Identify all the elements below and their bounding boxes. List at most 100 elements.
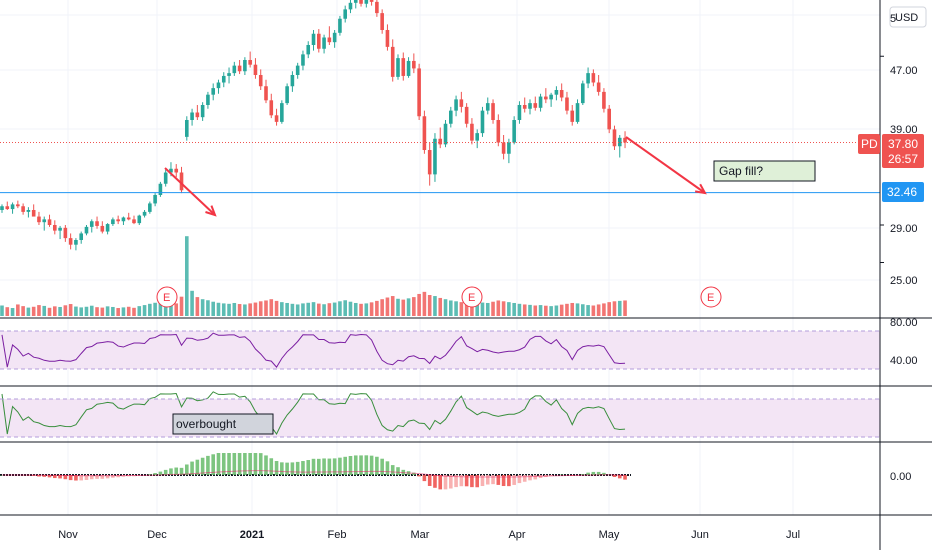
candle-41[interactable] (216, 79, 221, 94)
candle-91[interactable] (480, 106, 485, 137)
candle-99[interactable] (522, 97, 527, 113)
candle-9[interactable] (47, 214, 52, 227)
candle-56[interactable] (295, 62, 300, 79)
candle-31[interactable] (163, 169, 168, 187)
candle-11[interactable] (58, 225, 62, 240)
candle-69[interactable] (364, 0, 369, 8)
candle-92[interactable] (485, 97, 490, 115)
candle-73[interactable] (385, 24, 390, 51)
candle-7[interactable] (37, 211, 41, 225)
candle-118[interactable] (623, 131, 627, 149)
candle-82[interactable] (433, 133, 437, 182)
trend-arrows[interactable] (164, 136, 707, 217)
candle-108[interactable] (570, 105, 575, 126)
candle-88[interactable] (464, 103, 469, 128)
arrow-gap-fill[interactable] (625, 136, 707, 195)
candle-46[interactable] (243, 57, 247, 75)
candle-2[interactable] (10, 202, 15, 214)
candle-110[interactable] (581, 80, 585, 105)
candle-25[interactable] (132, 215, 136, 225)
candle-50[interactable] (264, 79, 268, 104)
candle-115[interactable] (607, 105, 611, 134)
candle-90[interactable] (475, 129, 479, 149)
candle-37[interactable] (195, 105, 200, 120)
candle-17[interactable] (89, 219, 94, 233)
candle-101[interactable] (533, 96, 538, 111)
candle-70[interactable] (369, 0, 374, 6)
candle-78[interactable] (412, 53, 416, 74)
candlesticks[interactable] (0, 0, 627, 251)
candle-27[interactable] (142, 210, 147, 218)
candle-83[interactable] (438, 127, 443, 149)
candle-64[interactable] (338, 15, 342, 36)
candle-68[interactable] (359, 0, 363, 7)
candle-28[interactable] (148, 201, 152, 214)
earnings-marker-1[interactable]: E (461, 286, 483, 308)
candle-89[interactable] (470, 118, 474, 145)
candle-72[interactable] (380, 9, 384, 34)
candle-104[interactable] (549, 92, 553, 107)
candle-76[interactable] (401, 52, 406, 81)
candle-18[interactable] (95, 216, 99, 229)
candle-59[interactable] (311, 30, 316, 51)
candle-48[interactable] (253, 58, 258, 79)
candle-3[interactable] (16, 200, 20, 209)
candle-97[interactable] (512, 116, 516, 145)
gap-fill-note[interactable]: Gap fill? (713, 160, 816, 182)
candle-24[interactable] (126, 212, 131, 221)
candle-96[interactable] (507, 138, 511, 164)
candle-34[interactable] (179, 166, 184, 194)
candle-4[interactable] (21, 203, 25, 215)
candle-80[interactable] (422, 110, 427, 154)
candle-44[interactable] (232, 61, 237, 76)
candle-57[interactable] (301, 50, 305, 71)
candle-81[interactable] (427, 142, 432, 186)
candle-75[interactable] (396, 54, 400, 80)
candle-60[interactable] (317, 29, 321, 53)
candle-29[interactable] (153, 193, 157, 207)
candle-15[interactable] (79, 231, 83, 244)
candle-23[interactable] (121, 216, 126, 225)
price-axis[interactable]: USD 47.00 39.00 29.00 25.00 5 80.00 40.00 0.00 (880, 6, 927, 483)
candle-47[interactable] (248, 51, 252, 68)
candle-13[interactable] (68, 233, 73, 250)
candle-22[interactable] (116, 215, 120, 225)
candle-105[interactable] (554, 86, 559, 101)
candle-93[interactable] (491, 99, 495, 124)
candle-109[interactable] (575, 99, 580, 124)
candle-98[interactable] (517, 101, 522, 124)
candle-33[interactable] (174, 164, 179, 178)
candle-112[interactable] (591, 69, 596, 87)
candle-77[interactable] (406, 57, 411, 78)
candle-62[interactable] (327, 26, 332, 45)
candle-35[interactable] (185, 116, 189, 141)
candle-12[interactable] (63, 225, 68, 242)
candle-66[interactable] (348, 0, 353, 14)
candle-36[interactable] (190, 108, 194, 126)
candle-43[interactable] (227, 67, 231, 84)
candle-6[interactable] (31, 204, 36, 217)
candle-94[interactable] (496, 114, 501, 147)
candle-107[interactable] (565, 91, 569, 115)
candle-116[interactable] (612, 125, 617, 150)
candle-102[interactable] (538, 93, 543, 112)
candle-26[interactable] (137, 214, 142, 225)
candle-61[interactable] (322, 34, 326, 54)
candle-40[interactable] (211, 83, 215, 101)
candle-100[interactable] (528, 99, 532, 115)
candle-114[interactable] (602, 88, 606, 113)
candle-84[interactable] (443, 120, 448, 148)
candle-111[interactable] (586, 67, 590, 89)
candle-52[interactable] (274, 108, 279, 126)
candle-95[interactable] (501, 135, 506, 160)
candle-54[interactable] (285, 83, 289, 105)
candle-117[interactable] (617, 135, 622, 158)
candle-45[interactable] (237, 60, 242, 75)
candle-38[interactable] (200, 102, 205, 121)
candle-113[interactable] (596, 75, 601, 96)
candle-0[interactable] (0, 204, 4, 213)
candle-30[interactable] (158, 181, 163, 197)
currency-badge[interactable] (889, 6, 927, 28)
candle-87[interactable] (459, 91, 464, 113)
